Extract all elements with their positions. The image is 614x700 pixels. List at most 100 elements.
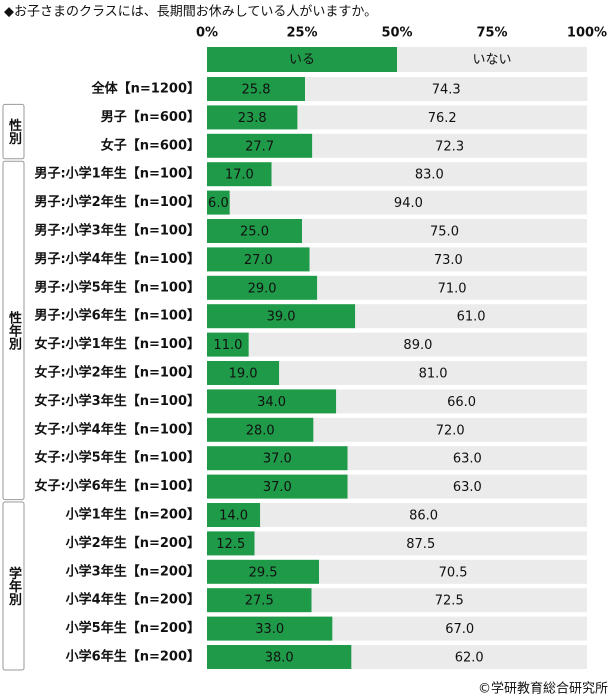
- group-label: 性別: [6, 118, 23, 146]
- bar-segment: [312, 133, 587, 158]
- category-label: 男子:小学2年生【n=100】: [34, 194, 200, 210]
- bar-segment: [207, 162, 272, 187]
- bar-segment: [302, 219, 587, 243]
- value-label: 37.0: [263, 452, 292, 467]
- value-label: 11.0: [213, 338, 242, 353]
- value-label: 72.3: [435, 139, 464, 154]
- value-label: 66.0: [447, 395, 476, 410]
- value-label: 37.0: [263, 480, 292, 495]
- value-label: 19.0: [229, 367, 258, 382]
- bar-segment: [207, 531, 255, 556]
- value-label: 76.2: [428, 111, 457, 126]
- category-label: 女子:小学1年生【n=100】: [34, 336, 200, 352]
- value-label: 14.0: [219, 509, 248, 524]
- group-box: [2, 160, 25, 501]
- value-label: 17.0: [225, 168, 254, 183]
- value-label: 27.0: [244, 253, 273, 268]
- bar-segment: [351, 645, 587, 669]
- category-label: 男子:小学3年生【n=100】: [34, 223, 200, 239]
- value-label: 75.0: [430, 225, 459, 240]
- bar-segment: [207, 417, 314, 442]
- bar-segment: [207, 304, 356, 329]
- bar-segment: [309, 247, 587, 272]
- category-label: 女子:小学2年生【n=100】: [34, 365, 200, 381]
- legend-swatch: [207, 47, 397, 72]
- value-label: 61.0: [457, 310, 486, 325]
- value-label: 23.8: [238, 111, 267, 126]
- x-tick-label: 0%: [196, 26, 218, 41]
- category-label: 男子:小学1年生【n=100】: [34, 166, 200, 182]
- value-label: 94.0: [394, 196, 423, 211]
- bar-segment: [332, 616, 587, 641]
- bar-segment: [311, 588, 587, 613]
- chart-title: ◆お子さまのクラスには、長期間お休みしている人がいますか。: [4, 5, 377, 20]
- group-label: 学年別: [6, 566, 23, 607]
- bar-segment: [336, 389, 587, 414]
- value-label: 38.0: [265, 651, 294, 666]
- bar-segment: [313, 417, 587, 442]
- bar-segment: [347, 474, 587, 499]
- value-label: 89.0: [403, 338, 432, 353]
- value-label: 29.0: [248, 281, 277, 296]
- bar-segment: [207, 190, 230, 215]
- x-tick-label: 50%: [381, 26, 412, 41]
- value-label: 70.5: [439, 565, 468, 580]
- category-label: 女子:小学5年生【n=100】: [34, 450, 200, 466]
- value-label: 83.0: [415, 168, 444, 183]
- value-label: 29.5: [249, 565, 278, 580]
- bar-segment: [207, 389, 337, 414]
- bar-segment: [305, 77, 588, 101]
- value-label: 72.0: [436, 423, 465, 438]
- bar-segment: [319, 559, 587, 584]
- value-label: 12.5: [216, 537, 245, 552]
- category-label: 女子【n=600】: [101, 137, 200, 153]
- bar-segment: [207, 503, 261, 527]
- group-box: [2, 501, 25, 671]
- value-label: 63.0: [453, 452, 482, 467]
- legend-swatch: [397, 47, 587, 72]
- value-label: 33.0: [255, 622, 284, 637]
- bar-segment: [248, 332, 588, 357]
- bar-segment: [207, 588, 312, 613]
- value-label: 25.8: [242, 83, 271, 98]
- x-tick-label: 25%: [286, 26, 317, 41]
- bar-segment: [297, 105, 587, 130]
- value-label: 27.5: [245, 594, 274, 609]
- x-tick-label: 75%: [476, 26, 507, 41]
- legend-label: いない: [472, 53, 511, 68]
- value-label: 62.0: [455, 651, 484, 666]
- category-label: 女子:小学4年生【n=100】: [34, 421, 200, 437]
- bar-segment: [207, 133, 313, 158]
- value-label: 81.0: [419, 367, 448, 382]
- group-label: 性年別: [6, 310, 23, 351]
- value-label: 71.0: [438, 281, 467, 296]
- value-label: 6.0: [208, 196, 229, 211]
- value-label: 74.3: [432, 83, 461, 98]
- value-label: 72.5: [435, 594, 464, 609]
- value-label: 27.7: [245, 139, 274, 154]
- copyright: ©学研教育総合研究所: [478, 681, 608, 697]
- value-label: 86.0: [409, 509, 438, 524]
- category-label: 女子:小学3年生【n=100】: [34, 393, 200, 409]
- category-label: 男子:小学6年生【n=100】: [34, 308, 200, 324]
- category-label: 小学6年生【n=200】: [66, 649, 200, 665]
- value-label: 73.0: [434, 253, 463, 268]
- legend-label: いる: [289, 53, 315, 68]
- bar-segment: [207, 446, 348, 471]
- bar-segment: [207, 332, 249, 357]
- value-label: 39.0: [267, 310, 296, 325]
- bar-segment: [271, 162, 587, 187]
- value-label: 63.0: [453, 480, 482, 495]
- value-label: 34.0: [257, 395, 286, 410]
- bar-segment: [254, 531, 587, 556]
- category-label: 男子:小学4年生【n=100】: [34, 251, 200, 267]
- value-label: 87.5: [406, 537, 435, 552]
- bar-segment: [207, 219, 302, 243]
- bar-segment: [317, 275, 587, 300]
- category-label: 小学4年生【n=200】: [66, 592, 200, 608]
- bar-segment: [207, 645, 352, 669]
- group-box: [2, 103, 25, 160]
- bar-segment: [207, 275, 318, 300]
- bar-segment: [260, 503, 587, 527]
- category-label: 男子:小学5年生【n=100】: [34, 279, 200, 295]
